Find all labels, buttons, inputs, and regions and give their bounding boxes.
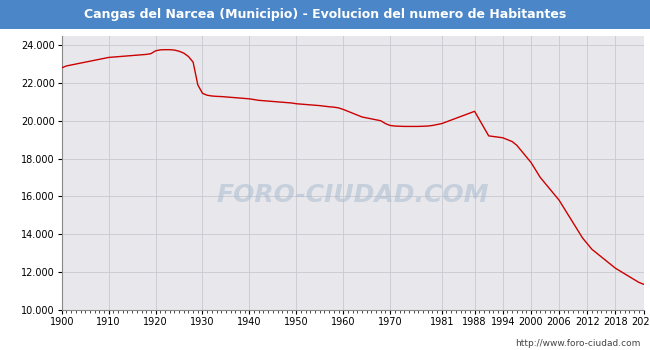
Text: http://www.foro-ciudad.com: http://www.foro-ciudad.com <box>515 339 640 348</box>
Text: FORO-CIUDAD.COM: FORO-CIUDAD.COM <box>216 183 489 206</box>
Text: Cangas del Narcea (Municipio) - Evolucion del numero de Habitantes: Cangas del Narcea (Municipio) - Evolucio… <box>84 8 566 21</box>
